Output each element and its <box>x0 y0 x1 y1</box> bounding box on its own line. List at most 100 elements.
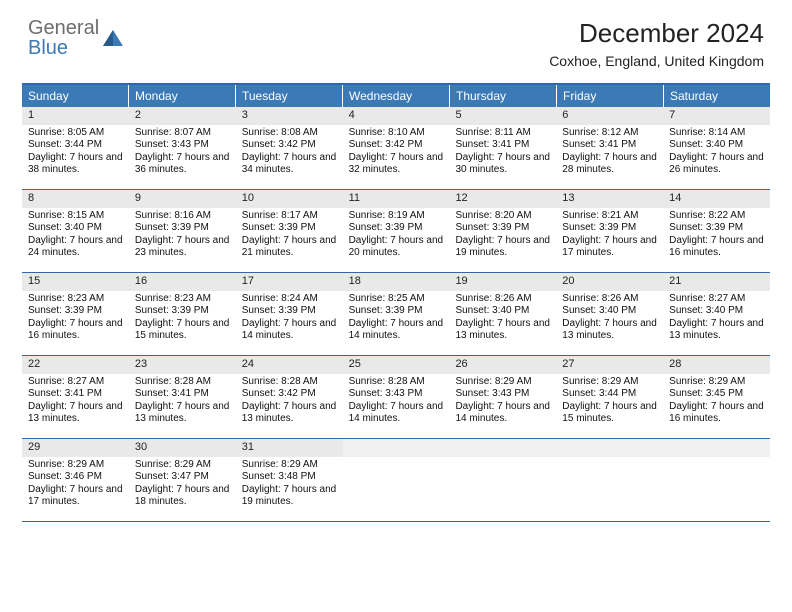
day-body: Sunrise: 8:17 AMSunset: 3:39 PMDaylight:… <box>236 210 343 260</box>
sunrise-label: Sunrise: 8:07 AM <box>135 127 230 140</box>
day-cell: 27 Sunrise: 8:29 AMSunset: 3:44 PMDayligh… <box>556 356 663 438</box>
sunrise-label: Sunrise: 8:28 AM <box>349 376 444 389</box>
sunset-label: Sunset: 3:39 PM <box>135 305 230 318</box>
day-cell: 28 Sunrise: 8:29 AMSunset: 3:45 PMDayligh… <box>663 356 770 438</box>
day-body: Sunrise: 8:05 AMSunset: 3:44 PMDaylight:… <box>22 127 129 177</box>
sunset-label: Sunset: 3:42 PM <box>242 388 337 401</box>
sunrise-label: Sunrise: 8:28 AM <box>135 376 230 389</box>
day-body: Sunrise: 8:07 AMSunset: 3:43 PMDaylight:… <box>129 127 236 177</box>
day-cell: 15Sunrise: 8:23 AMSunset: 3:39 PMDayligh… <box>22 273 129 355</box>
daylight-label: Daylight: 7 hours and 14 minutes. <box>455 401 550 426</box>
weekday-header: Monday <box>129 85 236 107</box>
day-body: Sunrise: 8:24 AMSunset: 3:39 PMDaylight:… <box>236 293 343 343</box>
day-number: 3 <box>236 107 343 125</box>
weekday-header: Wednesday <box>343 85 450 107</box>
sunset-label: Sunset: 3:47 PM <box>135 471 230 484</box>
day-body: Sunrise: 8:29 AMSunset: 3:43 PMDaylight:… <box>449 376 556 426</box>
day-body: Sunrise: 8:29 AMSunset: 3:46 PMDaylight:… <box>22 459 129 509</box>
sail-icon <box>101 28 125 48</box>
day-cell: 26Sunrise: 8:29 AMSunset: 3:43 PMDayligh… <box>449 356 556 438</box>
day-body: Sunrise: 8:28 AMSunset: 3:41 PMDaylight:… <box>129 376 236 426</box>
day-cell: 12 Sunrise: 8:20 AMSunset: 3:39 PMDayligh… <box>449 190 556 272</box>
sunrise-label: Sunrise: 8:29 AM <box>135 459 230 472</box>
day-cell: 17Sunrise: 8:24 AMSunset: 3:39 PMDayligh… <box>236 273 343 355</box>
sunrise-label: Sunrise: 8:15 AM <box>28 210 123 223</box>
day-number: 24 <box>236 356 343 374</box>
day-number: 25 <box>343 356 450 374</box>
day-cell: 1 Sunrise: 8:05 AMSunset: 3:44 PMDaylight… <box>22 107 129 189</box>
daylight-label: Daylight: 7 hours and 14 minutes. <box>242 318 337 343</box>
daylight-label: Daylight: 7 hours and 17 minutes. <box>28 484 123 509</box>
weekday-header: Friday <box>557 85 664 107</box>
day-number: 27 <box>556 356 663 374</box>
weekday-header: Tuesday <box>236 85 343 107</box>
sunset-label: Sunset: 3:40 PM <box>28 222 123 235</box>
title-block: December 2024 Coxhoe, England, United Ki… <box>549 18 764 69</box>
day-body: Sunrise: 8:28 AMSunset: 3:43 PMDaylight:… <box>343 376 450 426</box>
day-number: 18 <box>343 273 450 291</box>
sunrise-label: Sunrise: 8:05 AM <box>28 127 123 140</box>
sunrise-label: Sunrise: 8:29 AM <box>562 376 657 389</box>
day-number: 1 <box>22 107 129 125</box>
day-cell: 23Sunrise: 8:28 AMSunset: 3:41 PMDayligh… <box>129 356 236 438</box>
daylight-label: Daylight: 7 hours and 34 minutes. <box>242 152 337 177</box>
day-body: Sunrise: 8:10 AMSunset: 3:42 PMDaylight:… <box>343 127 450 177</box>
day-body: Sunrise: 8:11 AMSunset: 3:41 PMDaylight:… <box>449 127 556 177</box>
day-number: 11 <box>343 190 450 208</box>
daylight-label: Daylight: 7 hours and 28 minutes. <box>562 152 657 177</box>
day-number: 4 <box>343 107 450 125</box>
brand-logo: General Blue <box>28 18 125 58</box>
day-number: 29 <box>22 439 129 457</box>
day-number <box>556 439 663 457</box>
day-cell: 5Sunrise: 8:11 AMSunset: 3:41 PMDaylight… <box>449 107 556 189</box>
day-body: Sunrise: 8:20 AMSunset: 3:39 PMDaylight:… <box>449 210 556 260</box>
sunset-label: Sunset: 3:39 PM <box>242 305 337 318</box>
sunset-label: Sunset: 3:41 PM <box>455 139 550 152</box>
sunset-label: Sunset: 3:40 PM <box>562 305 657 318</box>
day-body: Sunrise: 8:29 AMSunset: 3:48 PMDaylight:… <box>236 459 343 509</box>
day-cell: 19Sunrise: 8:26 AMSunset: 3:40 PMDayligh… <box>449 273 556 355</box>
sunrise-label: Sunrise: 8:26 AM <box>562 293 657 306</box>
day-body: Sunrise: 8:29 AMSunset: 3:45 PMDaylight:… <box>663 376 770 426</box>
sunset-label: Sunset: 3:39 PM <box>669 222 764 235</box>
day-body: Sunrise: 8:16 AMSunset: 3:39 PMDaylight:… <box>129 210 236 260</box>
daylight-label: Daylight: 7 hours and 15 minutes. <box>562 401 657 426</box>
day-body: Sunrise: 8:14 AMSunset: 3:40 PMDaylight:… <box>663 127 770 177</box>
day-body: Sunrise: 8:28 AMSunset: 3:42 PMDaylight:… <box>236 376 343 426</box>
daylight-label: Daylight: 7 hours and 15 minutes. <box>135 318 230 343</box>
daylight-label: Daylight: 7 hours and 14 minutes. <box>349 401 444 426</box>
sunset-label: Sunset: 3:39 PM <box>28 305 123 318</box>
sunrise-label: Sunrise: 8:22 AM <box>669 210 764 223</box>
daylight-label: Daylight: 7 hours and 13 minutes. <box>135 401 230 426</box>
day-cell: 3 Sunrise: 8:08 AMSunset: 3:42 PMDaylight… <box>236 107 343 189</box>
sunset-label: Sunset: 3:39 PM <box>455 222 550 235</box>
sunset-label: Sunset: 3:39 PM <box>349 222 444 235</box>
sunset-label: Sunset: 3:43 PM <box>455 388 550 401</box>
sunrise-label: Sunrise: 8:23 AM <box>28 293 123 306</box>
weeks-container: 1Sunrise: 8:05 AMSunset: 3:44 PMDaylight… <box>22 107 770 522</box>
daylight-label: Daylight: 7 hours and 19 minutes. <box>242 484 337 509</box>
day-number: 31 <box>236 439 343 457</box>
sunset-label: Sunset: 3:44 PM <box>562 388 657 401</box>
day-body: Sunrise: 8:08 AMSunset: 3:42 PMDaylight:… <box>236 127 343 177</box>
daylight-label: Daylight: 7 hours and 36 minutes. <box>135 152 230 177</box>
sunrise-label: Sunrise: 8:25 AM <box>349 293 444 306</box>
day-body: Sunrise: 8:12 AMSunset: 3:41 PMDaylight:… <box>556 127 663 177</box>
day-number: 10 <box>236 190 343 208</box>
day-body: Sunrise: 8:22 AMSunset: 3:39 PMDaylight:… <box>663 210 770 260</box>
week-row: 1 Sunrise: 8:05 AMSunset: 3:44 PMDaylight… <box>22 107 770 190</box>
sunset-label: Sunset: 3:39 PM <box>135 222 230 235</box>
sunrise-label: Sunrise: 8:29 AM <box>242 459 337 472</box>
day-cell: 4 Sunrise: 8:10 AMSunset: 3:42 PMDaylight… <box>343 107 450 189</box>
day-cell: 6Sunrise: 8:12 AMSunset: 3:41 PMDaylight… <box>556 107 663 189</box>
sunset-label: Sunset: 3:42 PM <box>242 139 337 152</box>
day-number <box>343 439 450 457</box>
sunrise-label: Sunrise: 8:12 AM <box>562 127 657 140</box>
day-number: 28 <box>663 356 770 374</box>
day-number: 12 <box>449 190 556 208</box>
sunrise-label: Sunrise: 8:20 AM <box>455 210 550 223</box>
daylight-label: Daylight: 7 hours and 26 minutes. <box>669 152 764 177</box>
day-cell: 13Sunrise: 8:21 AMSunset: 3:39 PMDayligh… <box>556 190 663 272</box>
day-number: 9 <box>129 190 236 208</box>
sunset-label: Sunset: 3:39 PM <box>562 222 657 235</box>
